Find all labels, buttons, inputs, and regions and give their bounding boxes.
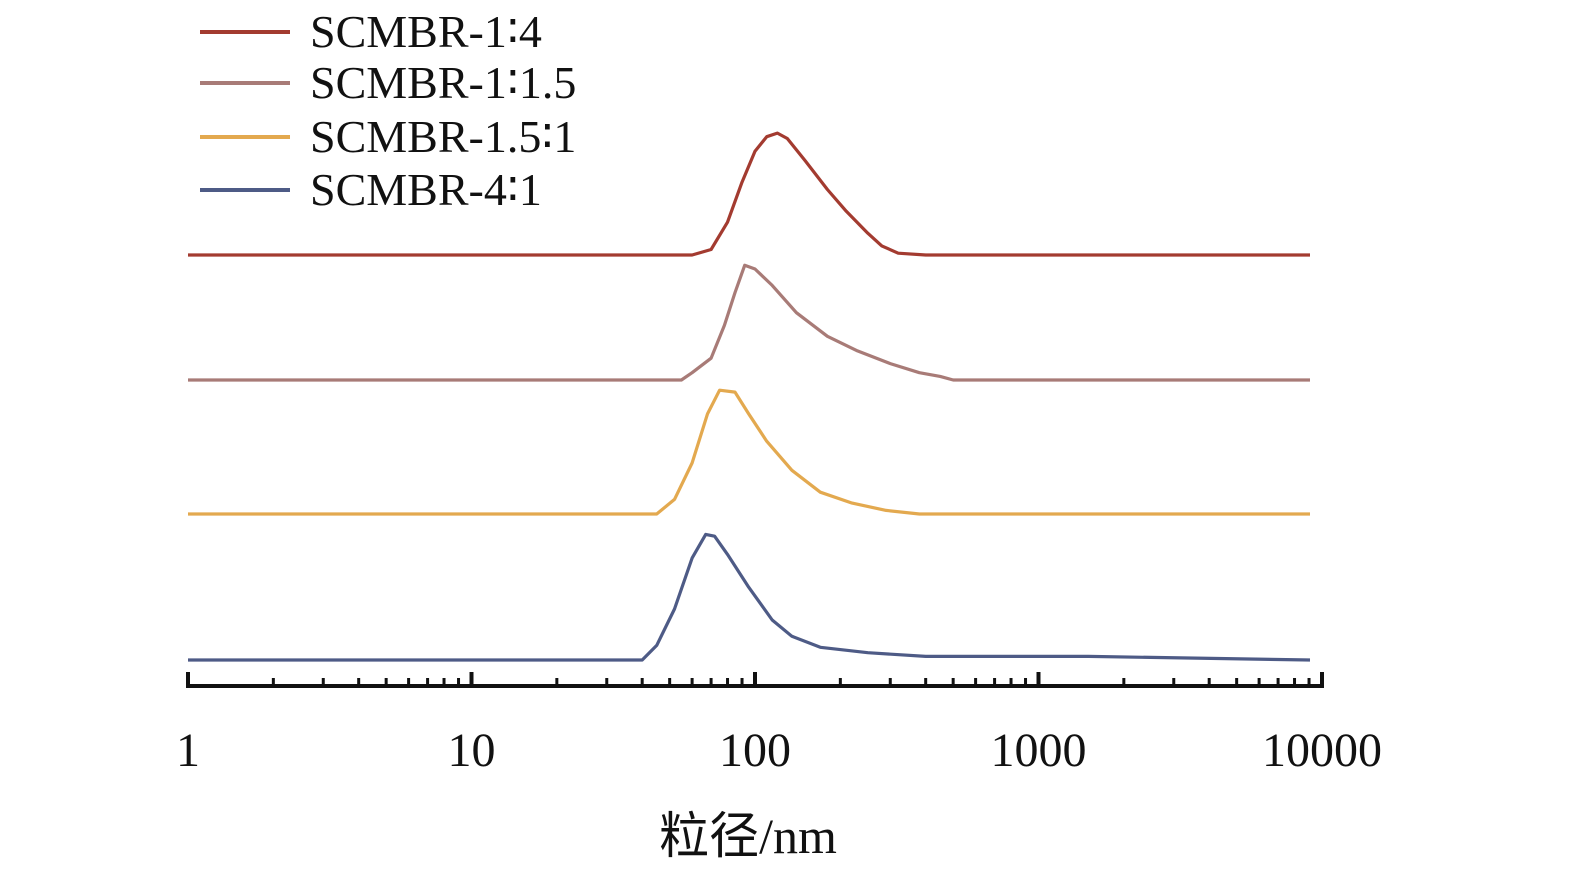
series-line-3 bbox=[188, 388, 1310, 516]
series-line-1 bbox=[188, 131, 1310, 257]
x-tick-label-10: 10 bbox=[448, 724, 496, 777]
legend-label-1: SCMBR-1∶4 bbox=[310, 6, 542, 57]
x-tick-label-1: 1 bbox=[176, 724, 200, 777]
legend-label-3: SCMBR-1.5∶1 bbox=[310, 111, 576, 162]
x-tick-label-10000: 10000 bbox=[1262, 724, 1382, 777]
x-tick-label-1000: 1000 bbox=[991, 724, 1087, 777]
x-axis: 1 10 100 1000 10000 bbox=[176, 672, 1382, 777]
legend-label-4: SCMBR-4∶1 bbox=[310, 164, 542, 215]
series-lines bbox=[188, 131, 1311, 662]
x-axis-title: 粒径/nm bbox=[659, 808, 837, 864]
series-line-2 bbox=[188, 263, 1310, 382]
series-line-4 bbox=[188, 532, 1311, 662]
legend-label-2: SCMBR-1∶1.5 bbox=[310, 57, 576, 108]
x-tick-label-100: 100 bbox=[719, 724, 791, 777]
